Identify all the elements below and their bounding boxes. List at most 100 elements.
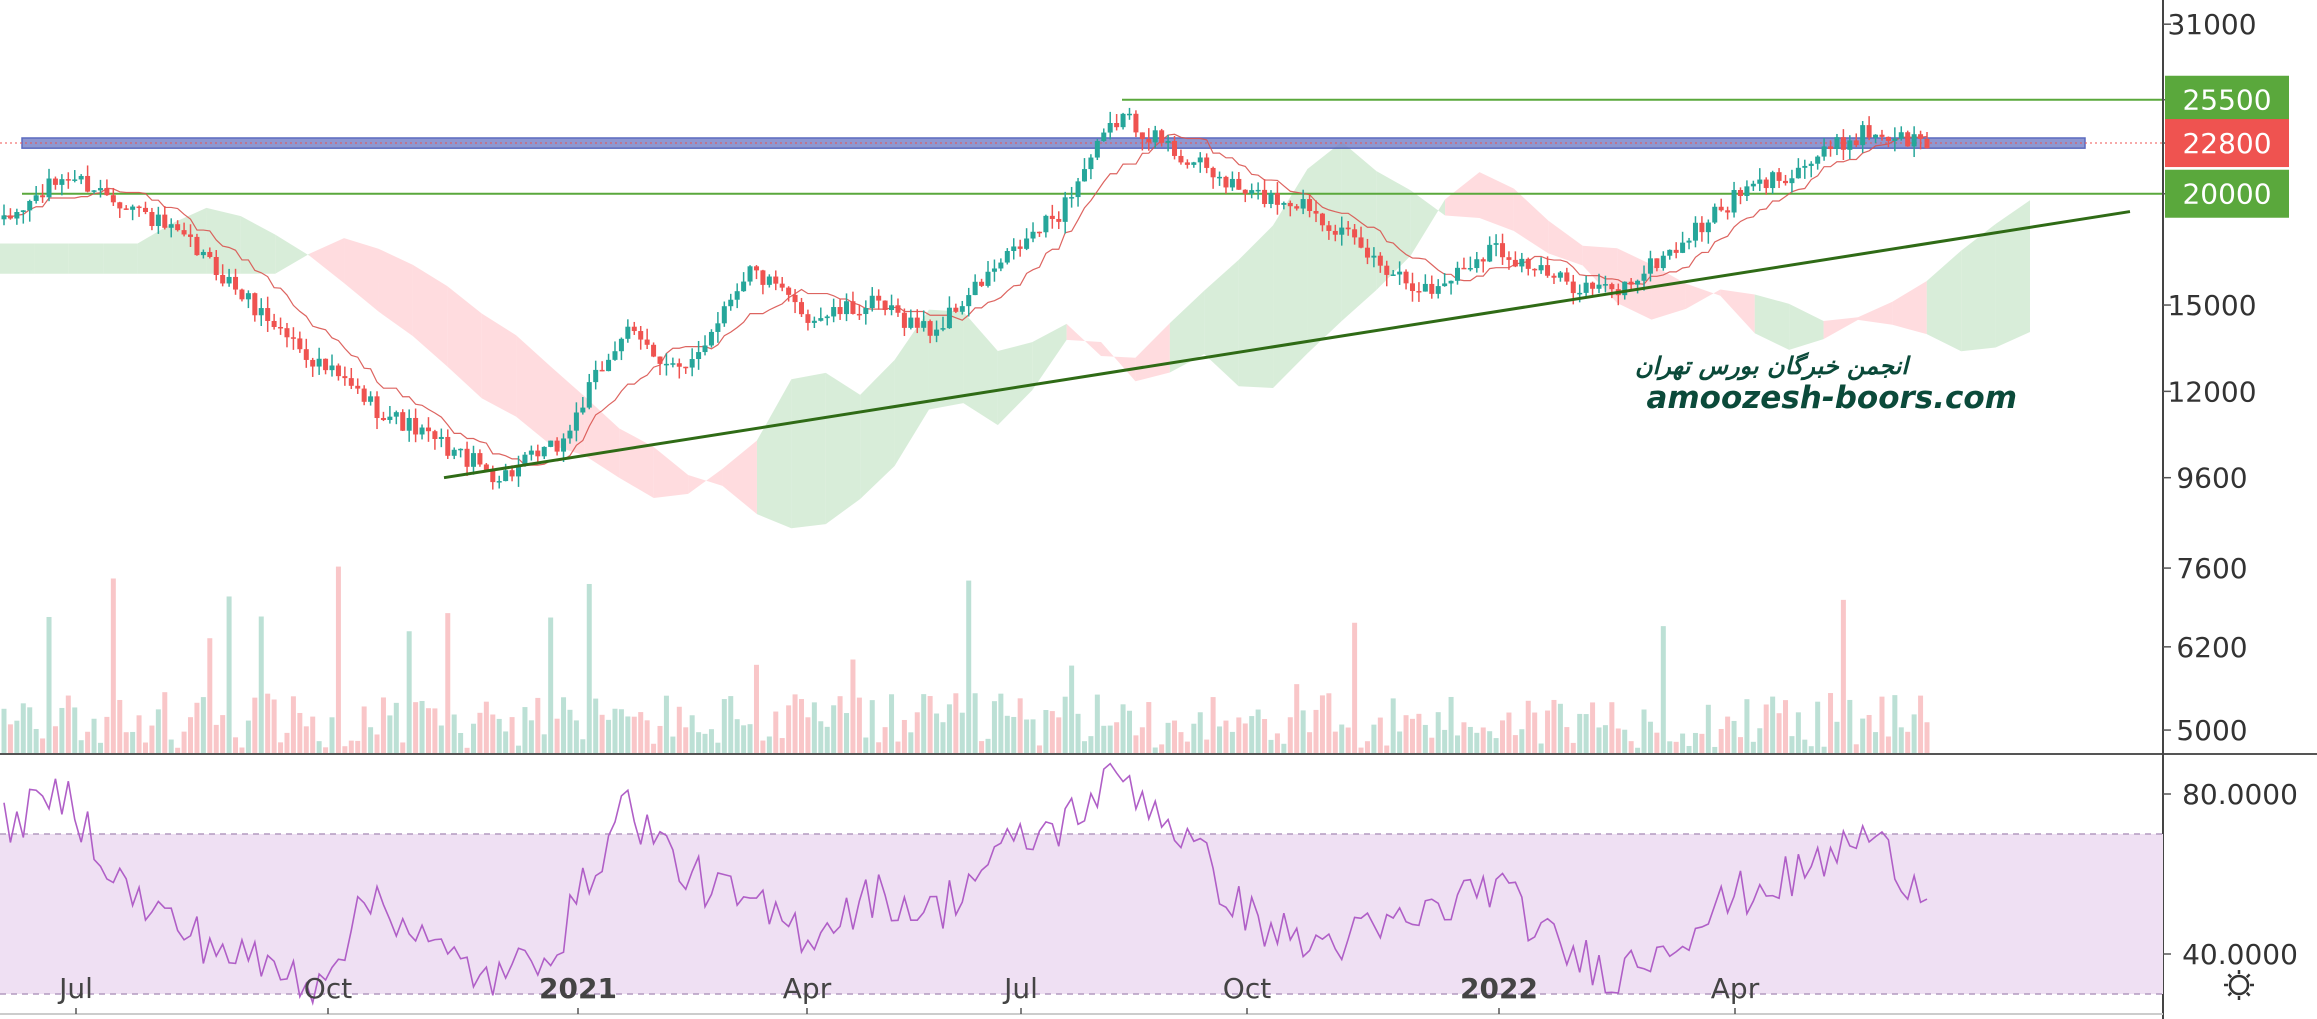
volume-bar bbox=[631, 716, 637, 754]
volume-bar bbox=[72, 707, 78, 754]
volume-bar bbox=[458, 732, 464, 754]
volume-bar bbox=[226, 596, 232, 754]
volume-bar bbox=[927, 696, 933, 754]
candle-body bbox=[766, 276, 772, 285]
volume-bar bbox=[52, 726, 58, 754]
cloud-segment bbox=[412, 264, 448, 367]
volume-bar bbox=[1905, 731, 1911, 754]
candle-body bbox=[1287, 202, 1293, 207]
candle-body bbox=[548, 440, 554, 447]
volume-bar bbox=[1744, 699, 1750, 754]
volume-bar bbox=[445, 613, 451, 754]
volume-bar bbox=[1924, 722, 1930, 754]
cloud-segment bbox=[516, 335, 551, 445]
candle-body bbox=[631, 326, 637, 332]
volume-bar bbox=[1860, 718, 1866, 754]
candle-body bbox=[438, 436, 444, 439]
cloud-segment bbox=[756, 379, 792, 529]
volume-bar bbox=[464, 747, 470, 754]
volume-bar bbox=[496, 718, 502, 754]
volume-bar bbox=[1384, 745, 1390, 754]
candle-body bbox=[297, 338, 303, 350]
candle-body bbox=[786, 287, 792, 295]
volume-bar bbox=[490, 714, 496, 754]
cloud-segment bbox=[344, 238, 379, 312]
candle-body bbox=[683, 366, 689, 369]
candle-body bbox=[477, 453, 483, 465]
volume-bar bbox=[1442, 729, 1448, 754]
candle-body bbox=[670, 363, 676, 365]
volume-bar bbox=[1480, 727, 1486, 754]
volume-bar bbox=[361, 706, 367, 754]
candle-body bbox=[946, 307, 952, 329]
candle-body bbox=[1647, 258, 1653, 274]
volume-bar bbox=[425, 708, 431, 754]
volume-bar bbox=[7, 724, 13, 754]
candle-body bbox=[342, 376, 348, 379]
candle-body bbox=[715, 323, 721, 332]
volume-bar bbox=[702, 733, 708, 754]
volume-bar bbox=[1448, 696, 1454, 754]
volume-bar bbox=[1165, 722, 1171, 754]
volume-bar bbox=[1873, 732, 1879, 754]
cloud-segment bbox=[1238, 225, 1274, 388]
candle-body bbox=[335, 365, 341, 377]
volume-bar bbox=[889, 694, 895, 754]
cloud-segment bbox=[137, 223, 173, 274]
volume-bar bbox=[1770, 696, 1776, 754]
price-tick-label: 6200 bbox=[2176, 631, 2247, 664]
volume-bar bbox=[1699, 733, 1705, 754]
volume-bar bbox=[1512, 735, 1518, 754]
cloud-segment bbox=[1101, 342, 1136, 382]
volume-bar bbox=[175, 747, 181, 754]
candle-body bbox=[1641, 273, 1647, 281]
volume-bar bbox=[1223, 720, 1229, 754]
volume-bar bbox=[1622, 729, 1628, 754]
cloud-segment bbox=[1961, 224, 1996, 352]
time-axis[interactable]: Jul Oct 2021 Apr Jul Oct 2022 Apr bbox=[57, 972, 1760, 1014]
volume-bar bbox=[921, 694, 927, 754]
time-tick-label: Jul bbox=[1002, 972, 1038, 1005]
candle-body bbox=[91, 190, 97, 192]
volume-bar bbox=[104, 716, 110, 754]
volume-bar bbox=[1075, 713, 1081, 754]
volume-bar bbox=[310, 716, 316, 754]
candle-body bbox=[1525, 258, 1531, 269]
rsi-axis[interactable]: 80.0000 40.0000 bbox=[2163, 778, 2298, 971]
volume-bar bbox=[1712, 746, 1718, 754]
candle-body bbox=[844, 301, 850, 315]
candle-body bbox=[245, 293, 251, 300]
candle-body bbox=[908, 317, 914, 328]
rsi-tick-label: 40.0000 bbox=[2182, 938, 2298, 971]
candle-body bbox=[850, 301, 856, 314]
volume-bar bbox=[1088, 736, 1094, 754]
candle-body bbox=[20, 210, 26, 213]
candle-body bbox=[1049, 215, 1055, 219]
volume-bar bbox=[1885, 736, 1891, 754]
candle-body bbox=[734, 291, 740, 300]
candle-body bbox=[1853, 140, 1859, 146]
cloud-segment bbox=[172, 207, 207, 274]
volume-bar bbox=[1847, 699, 1853, 754]
volume-bar bbox=[773, 711, 779, 754]
candle-body bbox=[271, 320, 277, 327]
candle-body bbox=[940, 328, 946, 330]
candle-body bbox=[162, 214, 168, 228]
candle-body bbox=[1545, 265, 1551, 276]
volume-bar bbox=[194, 702, 200, 754]
cloud-segment bbox=[1995, 200, 2030, 348]
gear-icon[interactable] bbox=[2224, 970, 2254, 1000]
volume-bar bbox=[374, 734, 380, 754]
candle-body bbox=[181, 230, 187, 235]
volume-bar bbox=[1545, 710, 1551, 754]
cloud-segment bbox=[1789, 303, 1824, 350]
candle-body bbox=[863, 308, 869, 315]
candle-body bbox=[1339, 227, 1345, 235]
volume-bar bbox=[1525, 700, 1531, 754]
cloud-segment bbox=[1857, 301, 1893, 325]
volume-bar bbox=[1036, 745, 1042, 754]
candle-body bbox=[323, 358, 329, 371]
volume-bar bbox=[46, 616, 52, 754]
volume-bar bbox=[966, 580, 972, 754]
